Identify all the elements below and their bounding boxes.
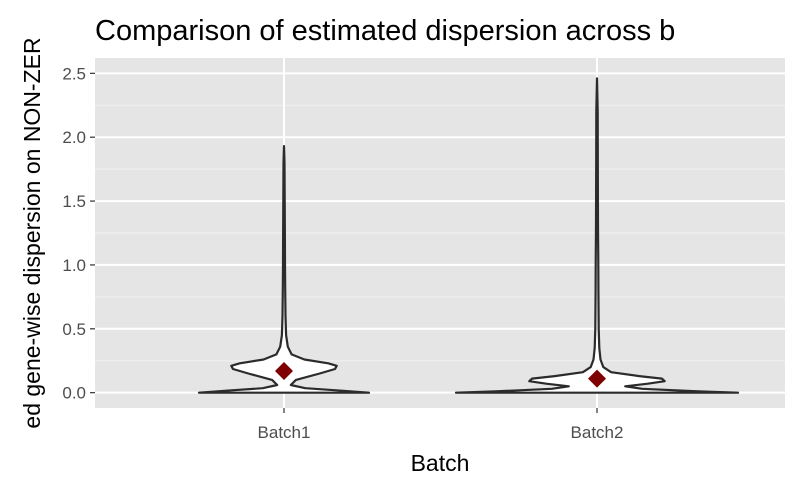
chart-title: Comparison of estimated dispersion acros… [95, 15, 675, 47]
y-tick-label: 0.0 [62, 384, 86, 403]
x-axis-title: Batch [411, 450, 470, 476]
violin-batch1 [197, 145, 371, 394]
y-tick-label: 2.5 [62, 64, 86, 83]
y-tick-label: 1.5 [62, 192, 86, 211]
y-tick-label: 1.0 [62, 256, 86, 275]
violin-batch2 [454, 77, 740, 394]
y-axis: 0.0 0.5 1.0 1.5 2.0 2.5 [62, 64, 95, 403]
violins [197, 77, 740, 394]
y-axis-title: ed gene-wise dispersion on NON-ZER [19, 37, 45, 428]
y-tick-label: 0.5 [62, 320, 86, 339]
grid-minor [95, 104, 785, 362]
y-tick-label: 2.0 [62, 128, 86, 147]
mean-markers [275, 361, 606, 388]
grid-major [95, 58, 785, 408]
x-axis: Batch1 Batch2 [258, 408, 624, 442]
x-tick-label: Batch1 [258, 423, 311, 442]
x-tick-label: Batch2 [571, 423, 624, 442]
mean-marker-batch2 [588, 369, 606, 388]
mean-marker-batch1 [275, 361, 293, 380]
